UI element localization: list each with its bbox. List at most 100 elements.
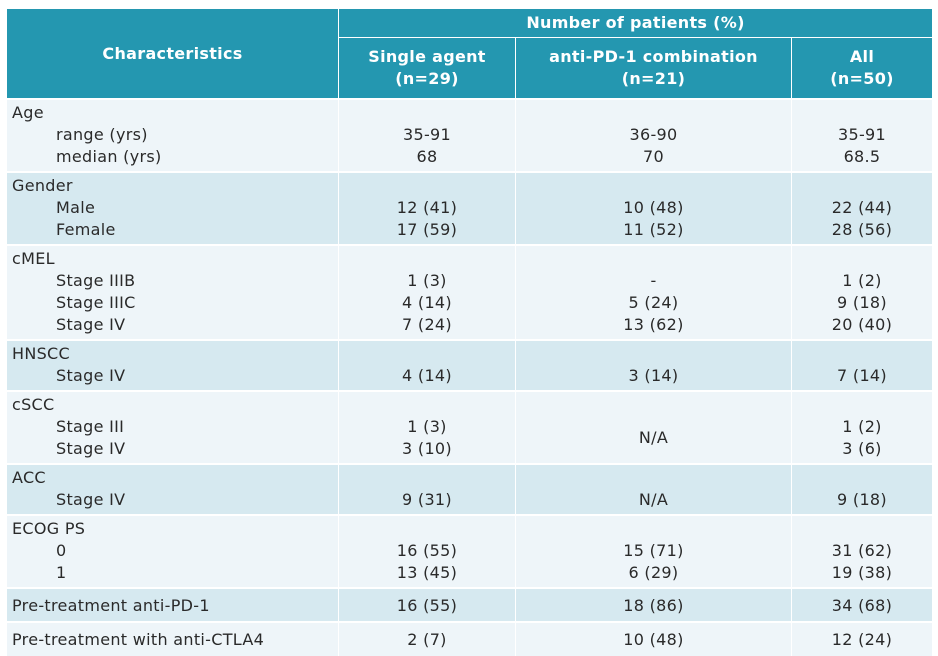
single-agent-header-title: Single agent — [368, 47, 486, 66]
cell-value: 1 (2) — [842, 271, 882, 290]
cell-value: 12 (24) — [791, 621, 933, 656]
cell-value: 68 — [416, 147, 438, 166]
cell-value: 7 (14) — [837, 366, 887, 385]
cscc-all-cell: 1 (2) 3 (6) — [791, 390, 933, 464]
cell-value: 9 (18) — [837, 293, 887, 312]
cell-value: - — [650, 271, 657, 290]
cell-value: 4 (14) — [402, 366, 452, 385]
cell-value: 36-90 — [629, 125, 678, 144]
row-label: Stage III — [56, 417, 125, 436]
cell-value: 3 (10) — [402, 439, 452, 458]
single-agent-header: Single agent (n=29) — [338, 37, 516, 100]
row-label: Female — [56, 220, 116, 239]
cell-value: 13 (62) — [623, 315, 684, 334]
cscc-single-cell: 1 (3) 3 (10) — [338, 390, 516, 464]
table-row-gender: Gender Male Female 12 (41) 17 (59) 10 (4… — [6, 171, 933, 245]
group-title: Gender — [12, 176, 73, 195]
cell-value: 22 (44) — [831, 198, 893, 217]
cell-value: 28 (56) — [831, 220, 893, 239]
row-label: Stage IV — [56, 490, 126, 509]
cell-value: 1 (2) — [842, 417, 882, 436]
row-label: Stage IV — [56, 439, 126, 458]
cell-value: 3 (14) — [628, 366, 679, 385]
row-label: Stage IV — [56, 315, 126, 334]
cell-value: 18 (86) — [515, 587, 792, 622]
age-all-cell: 35-91 68.5 — [791, 98, 933, 172]
group-title: ECOG PS — [12, 519, 86, 538]
gender-all-cell: 22 (44) 28 (56) — [791, 171, 933, 245]
characteristics-header: Characteristics — [6, 8, 339, 100]
row-label: Pre-treatment with anti-CTLA4 — [6, 621, 339, 656]
age-label-cell: Age range (yrs) median (yrs) — [6, 98, 339, 172]
hnscc-all-cell: 7 (14) — [791, 339, 933, 391]
gender-combo-cell: 10 (48) 11 (52) — [515, 171, 792, 245]
row-label: Pre-treatment anti-PD-1 — [6, 587, 339, 622]
row-label: Male — [56, 198, 96, 217]
table-row-ecog: ECOG PS 0 1 16 (55) 13 (45) 15 (71) 6 (2… — [6, 514, 933, 588]
gender-label-cell: Gender Male Female — [6, 171, 339, 245]
cell-value: 35-91 — [403, 125, 451, 144]
acc-combo-cell: N/A — [515, 463, 792, 515]
cell-value: 20 (40) — [831, 315, 893, 334]
combination-header-title: anti-PD-1 combination — [549, 47, 758, 66]
patient-characteristics-table-container: Characteristics Number of patients (%) S… — [6, 8, 933, 656]
cell-value: 10 (48) — [623, 198, 684, 217]
combination-header-n: (n=21) — [621, 69, 686, 88]
row-label: Stage IV — [56, 366, 126, 385]
cell-value: 70 — [643, 147, 664, 166]
table-row-acc: ACC Stage IV 9 (31) N/A 9 (18) — [6, 463, 933, 515]
hnscc-label-cell: HNSCC Stage IV — [6, 339, 339, 391]
combination-header: anti-PD-1 combination (n=21) — [515, 37, 792, 100]
row-label: range (yrs) — [56, 125, 148, 144]
cmel-label-cell: cMEL Stage IIIB Stage IIIC Stage IV — [6, 244, 339, 340]
group-title: cSCC — [12, 395, 55, 414]
cell-value: 6 (29) — [628, 563, 679, 582]
ecog-all-cell: 31 (62) 19 (38) — [791, 514, 933, 588]
cell-value: 19 (38) — [831, 563, 893, 582]
gender-single-cell: 12 (41) 17 (59) — [338, 171, 516, 245]
cscc-combo-cell: N/A — [515, 390, 792, 464]
all-header-n: (n=50) — [830, 69, 894, 88]
table-row-cscc: cSCC Stage III Stage IV 1 (3) 3 (10) N/A… — [6, 390, 933, 464]
group-title: ACC — [12, 468, 46, 487]
cell-value: 15 (71) — [623, 541, 684, 560]
table-row-age: Age range (yrs) median (yrs) 35-91 68 36… — [6, 98, 933, 172]
row-label: 1 — [56, 563, 67, 582]
cell-value: 1 (3) — [407, 271, 447, 290]
acc-all-cell: 9 (18) — [791, 463, 933, 515]
row-label: Stage IIIC — [56, 293, 136, 312]
cell-value: 1 (3) — [407, 417, 447, 436]
number-of-patients-header: Number of patients (%) — [338, 8, 933, 38]
acc-label-cell: ACC Stage IV — [6, 463, 339, 515]
single-agent-header-n: (n=29) — [395, 69, 459, 88]
cell-value: 7 (24) — [402, 315, 452, 334]
ecog-single-cell: 16 (55) 13 (45) — [338, 514, 516, 588]
cell-value: 31 (62) — [831, 541, 893, 560]
group-title: cMEL — [12, 249, 55, 268]
cmel-all-cell: 1 (2) 9 (18) 20 (40) — [791, 244, 933, 340]
table-row-pretreatment-anti-pd1: Pre-treatment anti-PD-1 16 (55) 18 (86) … — [6, 587, 933, 622]
table-row-cmel: cMEL Stage IIIB Stage IIIC Stage IV 1 (3… — [6, 244, 933, 340]
all-header-title: All — [849, 47, 875, 66]
all-header: All (n=50) — [791, 37, 933, 100]
cell-value: 13 (45) — [396, 563, 458, 582]
group-title: HNSCC — [12, 344, 70, 363]
age-combo-cell: 36-90 70 — [515, 98, 792, 172]
group-title: Age — [12, 103, 44, 122]
ecog-combo-cell: 15 (71) 6 (29) — [515, 514, 792, 588]
cell-value: 10 (48) — [515, 621, 792, 656]
hnscc-single-cell: 4 (14) — [338, 339, 516, 391]
cell-value: 2 (7) — [338, 621, 516, 656]
cmel-combo-cell: - 5 (24) 13 (62) — [515, 244, 792, 340]
cell-value: 35-91 — [838, 125, 886, 144]
cell-value: N/A — [638, 428, 669, 447]
cell-value: 34 (68) — [791, 587, 933, 622]
row-label: Stage IIIB — [56, 271, 136, 290]
hnscc-combo-cell: 3 (14) — [515, 339, 792, 391]
table-header: Characteristics Number of patients (%) S… — [6, 8, 933, 100]
cell-value: 17 (59) — [396, 220, 458, 239]
patient-characteristics-table: Characteristics Number of patients (%) S… — [6, 8, 933, 656]
cell-value: 3 (6) — [842, 439, 882, 458]
cell-value: 16 (55) — [338, 587, 516, 622]
cell-value: 16 (55) — [396, 541, 458, 560]
